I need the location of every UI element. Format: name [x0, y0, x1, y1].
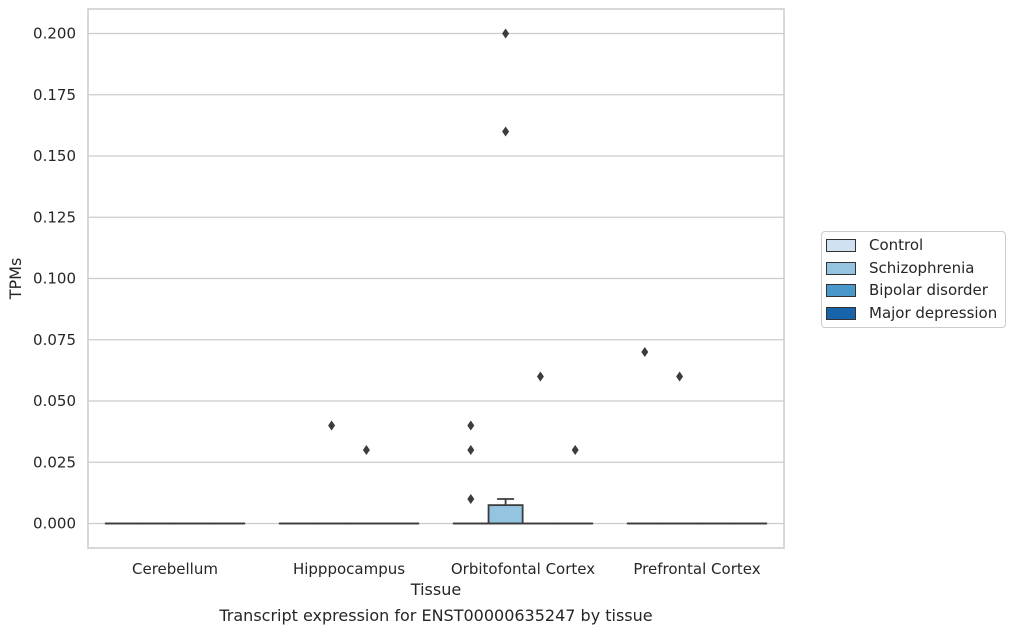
- outlier-point: [502, 126, 510, 137]
- x-tick-labels: Cerebellum Hipppocampus Orbitofontal Corte…: [132, 560, 761, 578]
- legend-swatch-bipolar-disorder: [826, 283, 856, 297]
- legend: Control Schizophrenia Bipolar disorder M…: [821, 231, 1006, 328]
- outlier-point: [467, 494, 475, 504]
- y-tick-label: 0.000: [33, 515, 76, 533]
- legend-swatch-major-depression: [826, 306, 856, 320]
- gridlines: [88, 32, 784, 525]
- y-tick-labels: 0.000 0.025 0.050 0.075 0.100 0.125 0.150 0.175…: [33, 25, 76, 533]
- legend-label-bipolar-disorder: Bipolar disorder: [869, 281, 988, 299]
- outlier-point: [641, 347, 649, 357]
- x-tick-label: Cerebellum: [132, 560, 218, 578]
- legend-swatch-control: [826, 238, 856, 252]
- legend-item-major-depression: Major depression: [826, 303, 997, 323]
- outlier-point: [362, 445, 370, 455]
- outliers: [328, 28, 684, 504]
- legend-item-schizophrenia: Schizophrenia: [826, 258, 974, 278]
- outlier-point: [502, 28, 510, 39]
- box-plot-chart: 0.000 0.025 0.050 0.075 0.100 0.125 0.150 0.175…: [6, 8, 785, 599]
- y-tick-label: 0.050: [33, 392, 76, 410]
- x-tick-label: Prefrontal Cortex: [633, 560, 760, 578]
- y-tick-label: 0.200: [33, 25, 76, 43]
- outlier-point: [467, 420, 475, 431]
- y-tick-label: 0.175: [33, 86, 76, 104]
- y-tick-label: 0.075: [33, 331, 76, 349]
- chart-caption: Transcript expression for ENST0000063524…: [219, 606, 653, 625]
- outlier-point: [536, 371, 544, 382]
- y-axis-label: TPMs: [6, 258, 25, 301]
- legend-label-schizophrenia: Schizophrenia: [869, 259, 975, 277]
- outlier-point: [328, 420, 336, 431]
- box: [487, 504, 524, 525]
- legend-swatch-schizophrenia: [826, 261, 856, 275]
- outlier-point: [571, 445, 579, 455]
- plot-frame: [87, 8, 785, 549]
- outlier-point: [467, 445, 475, 455]
- x-tick-label: Hipppocampus: [293, 560, 405, 578]
- y-tick-label: 0.125: [33, 208, 76, 226]
- legend-label-control: Control: [869, 236, 924, 254]
- y-tick-label: 0.150: [33, 147, 76, 165]
- legend-item-bipolar-disorder: Bipolar disorder: [826, 280, 988, 300]
- y-tick-label: 0.100: [33, 270, 76, 288]
- boxes: [104, 498, 768, 525]
- x-tick-label: Orbitofontal Cortex: [451, 560, 595, 578]
- legend-item-control: Control: [826, 235, 923, 255]
- y-tick-label: 0.025: [33, 453, 76, 471]
- x-axis-label: Tissue: [410, 580, 461, 599]
- outlier-point: [676, 371, 684, 382]
- legend-label-major-depression: Major depression: [869, 304, 998, 322]
